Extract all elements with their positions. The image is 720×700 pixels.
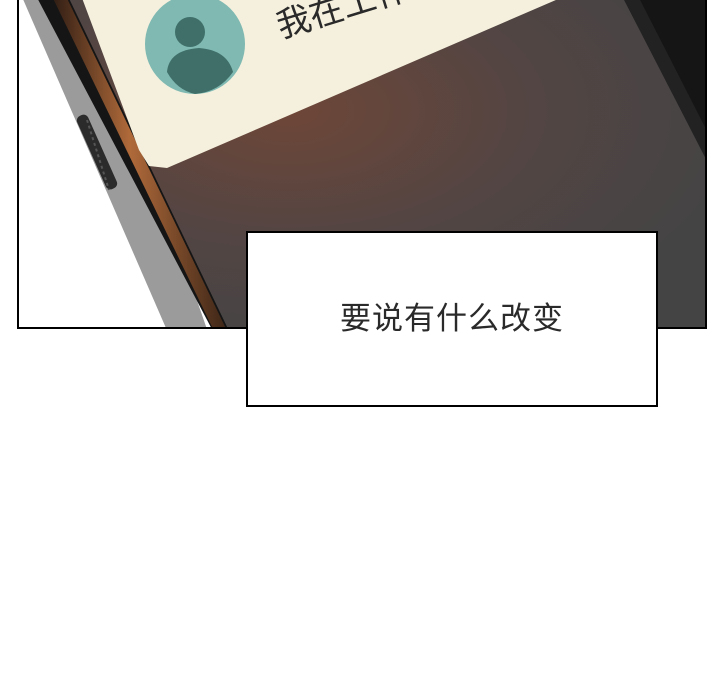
caption-text: 要说有什么改变: [340, 300, 564, 337]
comic-panel: 我在工作: [17, 0, 707, 329]
phone-shadow: [23, 0, 207, 327]
avatar: [145, 0, 245, 94]
caption-box: 要说有什么改变: [246, 231, 658, 407]
phone-frame-edge: [53, 0, 226, 327]
side-buttons: [76, 114, 118, 191]
phone-right-edge: [624, 0, 705, 158]
